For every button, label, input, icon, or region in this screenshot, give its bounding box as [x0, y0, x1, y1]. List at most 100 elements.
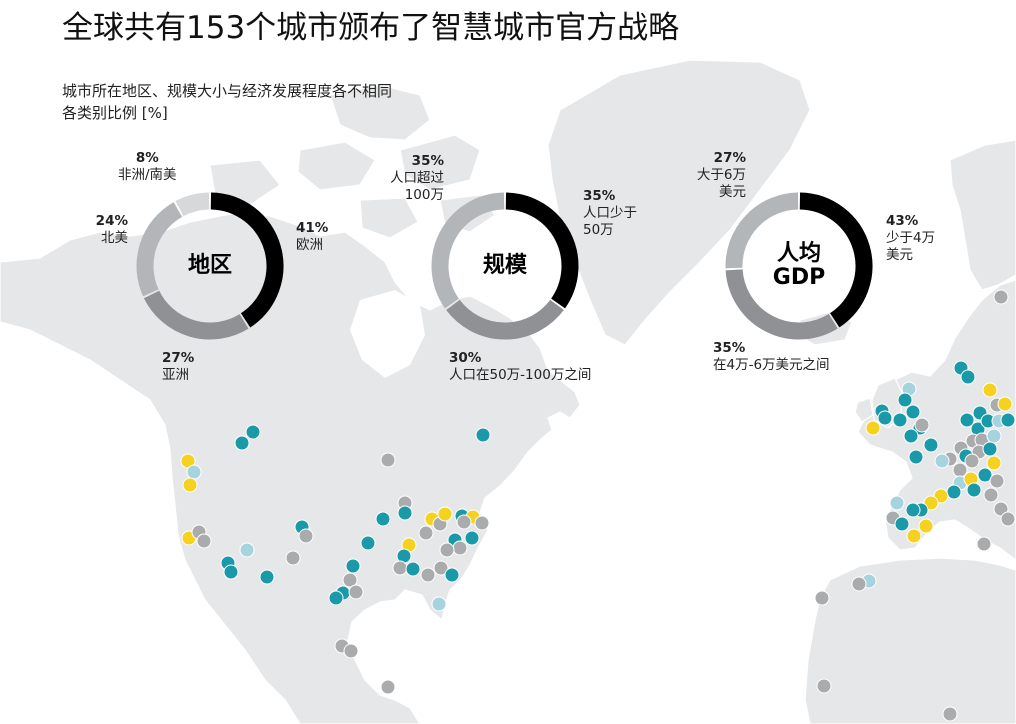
- city-dot: [285, 550, 301, 566]
- city-dot: [380, 452, 396, 468]
- city-dot: [989, 473, 1005, 489]
- label-gdp-low: 43% 少于4万 美元: [886, 213, 935, 264]
- city-dot: [475, 427, 491, 443]
- label-size-large: 35% 人口超过 100万: [364, 153, 444, 204]
- city-dot: [993, 289, 1009, 305]
- city-dot: [464, 530, 480, 546]
- page-title: 全球共有153个城市颁布了智慧城市官方战略: [62, 10, 680, 46]
- city-dot: [865, 420, 881, 436]
- city-dot: [182, 477, 198, 493]
- city-dot: [1000, 511, 1016, 527]
- label-na-pct: 24%: [95, 213, 128, 229]
- city-dot: [418, 525, 434, 541]
- city-dot: [934, 453, 950, 469]
- region-slice-1: [143, 290, 249, 340]
- city-dot: [908, 449, 924, 465]
- gdp-slice-2: [725, 192, 799, 269]
- label-gdp-high: 27% 大于6万 美元: [664, 150, 746, 201]
- city-dot: [889, 495, 905, 511]
- city-dot: [343, 643, 359, 659]
- subtitle-line-1: 城市所在地区、规模大小与经济发展程度各不相同: [62, 82, 393, 100]
- city-dot: [360, 535, 376, 551]
- city-dot: [986, 455, 1002, 471]
- gdp-center-line-2: GDP: [772, 265, 826, 290]
- city-dot: [298, 528, 314, 544]
- city-dot: [431, 596, 447, 612]
- donut-chart-size: [431, 192, 579, 340]
- gdp-slice-1: [725, 269, 838, 340]
- city-dot: [259, 569, 275, 585]
- donut-chart-gdp: [725, 192, 873, 340]
- city-dot: [245, 424, 261, 440]
- city-dot: [923, 437, 939, 453]
- label-mid-name: 人口在50万-100万之间: [449, 367, 592, 383]
- north-america-land: [0, 213, 581, 724]
- africa-land: [804, 557, 1016, 724]
- donut-chart-region: [136, 192, 284, 340]
- city-dot: [456, 514, 472, 530]
- city-dot: [814, 590, 830, 606]
- city-dot: [977, 467, 993, 483]
- label-gdp-mid: 35% 在4万-6万美元之间: [713, 340, 830, 374]
- scandinavia-land: [949, 139, 1016, 291]
- city-dot: [983, 487, 999, 503]
- city-dot: [986, 428, 1002, 444]
- city-dot: [906, 528, 922, 544]
- city-dot: [959, 412, 975, 428]
- gdp-center-line-1: 人均: [776, 241, 821, 266]
- city-dot: [964, 453, 980, 469]
- label-gdp-low-line1: 少于4万: [886, 230, 936, 246]
- label-africa-pct: 8%: [135, 150, 159, 166]
- ireland-land: [854, 397, 874, 423]
- city-dot: [946, 484, 962, 500]
- label-europe: 41% 欧洲: [296, 220, 328, 254]
- city-dot: [997, 396, 1013, 412]
- city-dot: [234, 435, 250, 451]
- label-asia-name: 亚洲: [162, 367, 189, 383]
- region-slice-2: [136, 202, 183, 297]
- label-large-line2: 100万: [404, 187, 444, 203]
- label-africa-south-america: 8% 非洲/南美: [118, 150, 177, 184]
- city-dot: [375, 511, 391, 527]
- city-dot: [914, 417, 930, 433]
- label-gdp-high-pct: 27%: [713, 150, 746, 166]
- donut-center-size: 规模: [482, 253, 527, 278]
- city-dot: [433, 560, 449, 576]
- region-slice-0: [210, 192, 284, 328]
- city-dot: [186, 464, 202, 480]
- donut-center-gdp: 人均 GDP: [739, 242, 859, 290]
- city-dot: [982, 382, 998, 398]
- label-gdp-mid-pct: 35%: [713, 340, 746, 356]
- label-large-pct: 35%: [411, 153, 444, 169]
- label-size-small: 35% 人口少于 50万: [583, 188, 637, 239]
- city-dot: [903, 428, 919, 444]
- city-dot: [897, 392, 913, 408]
- city-dot: [223, 564, 239, 580]
- city-dot: [851, 576, 867, 592]
- arctic-island-6: [359, 197, 419, 239]
- label-mid-pct: 30%: [449, 350, 482, 366]
- city-dot: [239, 542, 255, 558]
- label-asia: 27% 亚洲: [162, 350, 194, 384]
- hudson-bay: [350, 290, 425, 378]
- city-dot: [976, 536, 992, 552]
- arctic-island-2: [297, 141, 376, 191]
- city-dot: [905, 404, 921, 420]
- city-dot: [960, 369, 976, 385]
- donut-center-region: 地区: [187, 253, 232, 278]
- label-eu-pct: 41%: [296, 220, 329, 236]
- size-slice-2: [431, 192, 505, 309]
- gdp-slice-0: [799, 192, 873, 328]
- arctic-island-1: [329, 84, 431, 141]
- label-asia-pct: 27%: [162, 350, 195, 366]
- subtitle-line-2: 各类别比例 [%]: [62, 104, 168, 122]
- city-dot: [1000, 412, 1016, 428]
- label-gdp-high-line1: 大于6万: [696, 167, 746, 183]
- label-north-america: 24% 北美: [86, 213, 128, 247]
- city-dot: [405, 561, 421, 577]
- arctic-island-3: [399, 134, 481, 191]
- city-dot: [905, 502, 921, 518]
- city-dot: [474, 515, 490, 531]
- city-dots: [180, 289, 1016, 722]
